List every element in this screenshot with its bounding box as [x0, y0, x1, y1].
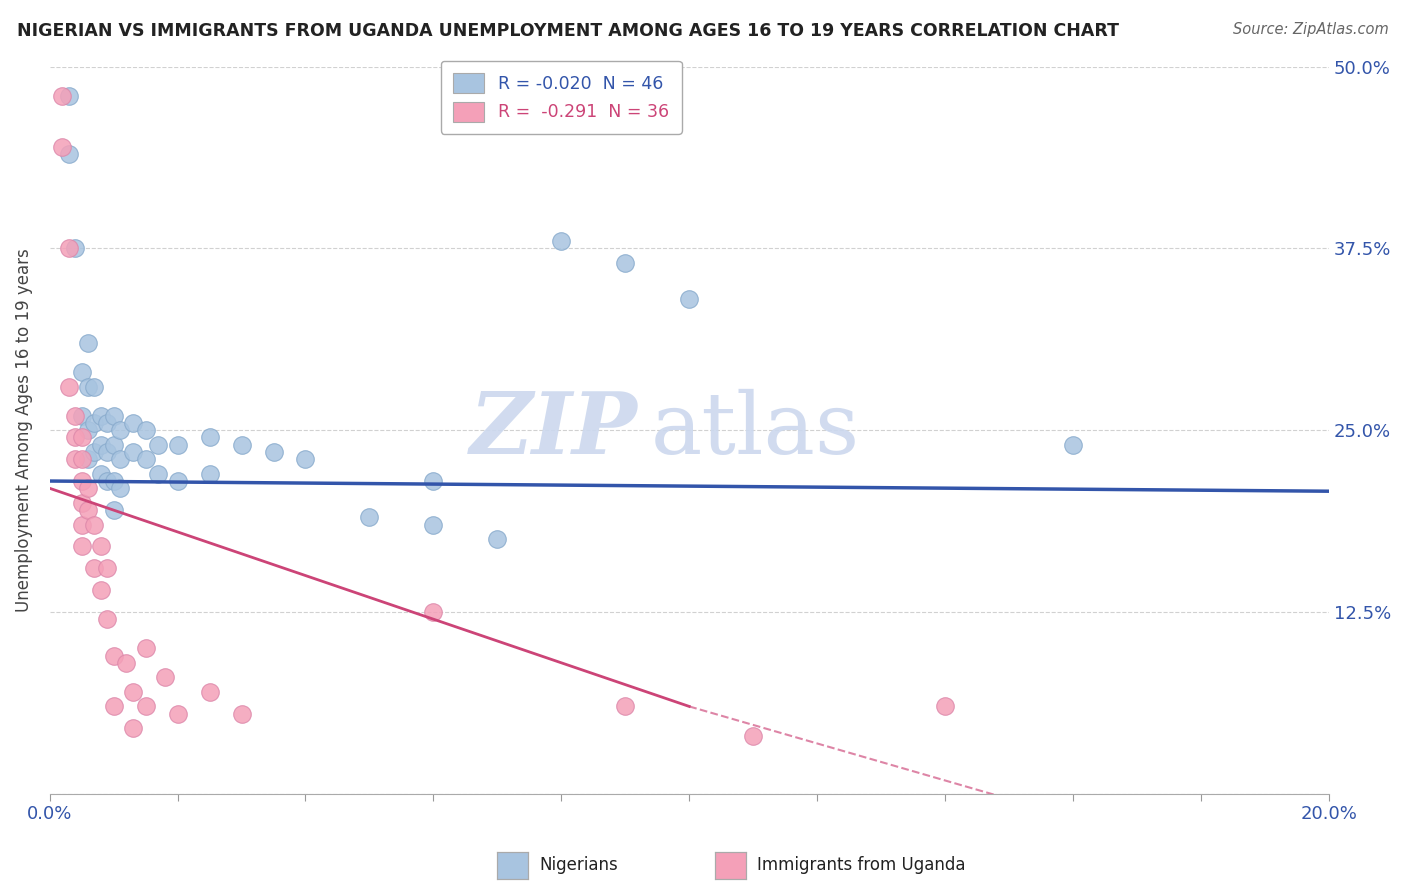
Point [70, 452, 93, 467]
Point [103, 438, 125, 452]
Point [65, 241, 87, 255]
Point [65, 430, 87, 444]
Text: Immigrants from Uganda: Immigrants from Uganda [756, 856, 966, 874]
Point [121, 416, 143, 430]
Text: Nigerians: Nigerians [540, 856, 619, 874]
Point [108, 481, 131, 495]
Point [198, 685, 221, 699]
Text: atlas: atlas [651, 389, 860, 472]
Text: ZIP: ZIP [470, 388, 638, 472]
Point [96, 474, 118, 488]
Legend: R = -0.020  N = 46, R =  -0.291  N = 36: R = -0.020 N = 46, R = -0.291 N = 36 [441, 61, 682, 134]
Y-axis label: Unemployment Among Ages 16 to 19 years: Unemployment Among Ages 16 to 19 years [15, 248, 32, 612]
Point [422, 605, 444, 619]
Point [70, 540, 93, 554]
Point [135, 452, 157, 467]
Point [108, 452, 131, 467]
Point [678, 292, 700, 306]
Text: Source: ZipAtlas.com: Source: ZipAtlas.com [1233, 22, 1389, 37]
Point [103, 648, 125, 663]
Point [90, 438, 112, 452]
Point [83, 561, 105, 575]
Text: NIGERIAN VS IMMIGRANTS FROM UGANDA UNEMPLOYMENT AMONG AGES 16 TO 19 YEARS CORREL: NIGERIAN VS IMMIGRANTS FROM UGANDA UNEMP… [17, 22, 1119, 40]
Point [70, 496, 93, 510]
Point [51, 139, 73, 153]
Point [121, 721, 143, 735]
Point [422, 517, 444, 532]
Point [103, 474, 125, 488]
Point [96, 416, 118, 430]
Point [58, 241, 80, 255]
Point [359, 510, 381, 524]
Point [90, 583, 112, 598]
Point [550, 234, 572, 248]
Point [166, 438, 188, 452]
Point [90, 409, 112, 423]
Point [103, 699, 125, 714]
Point [96, 561, 118, 575]
Point [77, 503, 100, 517]
Point [198, 430, 221, 444]
Point [1062, 438, 1084, 452]
Point [77, 335, 100, 350]
Point [83, 445, 105, 459]
Point [83, 517, 105, 532]
Point [83, 379, 105, 393]
Point [70, 517, 93, 532]
Point [166, 706, 188, 721]
Point [70, 474, 93, 488]
Point [166, 474, 188, 488]
Point [198, 467, 221, 481]
Point [231, 438, 253, 452]
Point [121, 685, 143, 699]
Point [96, 612, 118, 626]
Point [115, 656, 138, 670]
Point [103, 503, 125, 517]
Point [77, 379, 100, 393]
Point [742, 729, 765, 743]
Point [70, 430, 93, 444]
Point [51, 88, 73, 103]
Point [148, 467, 170, 481]
Point [294, 452, 316, 467]
Point [934, 699, 956, 714]
Point [153, 670, 176, 684]
Point [422, 474, 444, 488]
Point [121, 445, 143, 459]
Point [83, 416, 105, 430]
Point [65, 452, 87, 467]
Point [135, 641, 157, 656]
Point [65, 409, 87, 423]
Point [58, 88, 80, 103]
Point [103, 409, 125, 423]
Point [58, 146, 80, 161]
Point [614, 699, 637, 714]
Point [70, 409, 93, 423]
Point [135, 699, 157, 714]
Point [70, 365, 93, 379]
Point [77, 452, 100, 467]
Point [135, 423, 157, 437]
Point [486, 532, 509, 546]
Point [263, 445, 285, 459]
Point [77, 481, 100, 495]
Point [614, 256, 637, 270]
Point [58, 379, 80, 393]
Point [90, 540, 112, 554]
Point [77, 423, 100, 437]
Point [96, 445, 118, 459]
Point [231, 706, 253, 721]
Point [148, 438, 170, 452]
Point [108, 423, 131, 437]
Point [90, 467, 112, 481]
